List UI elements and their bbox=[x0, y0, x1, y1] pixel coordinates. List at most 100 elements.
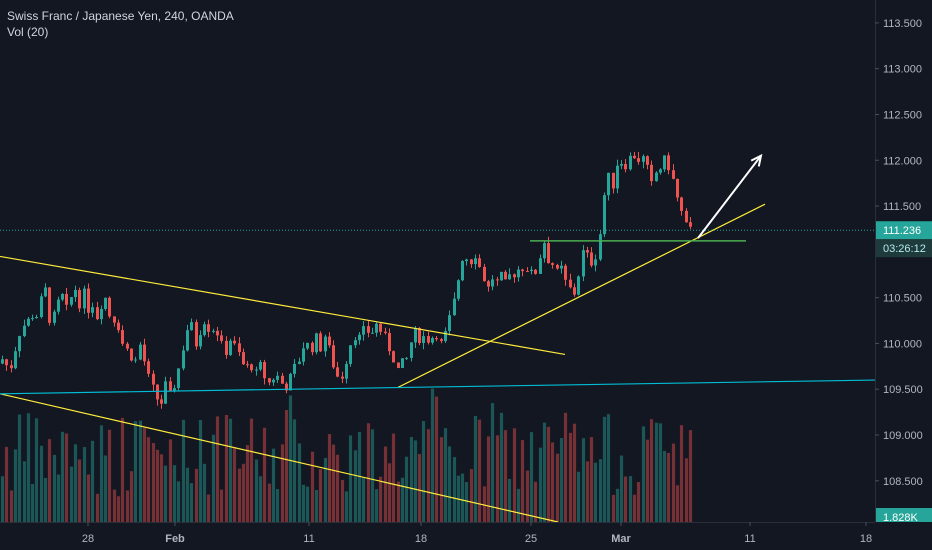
price-tick-label: 113.500 bbox=[883, 18, 922, 30]
volume-bar bbox=[125, 490, 130, 522]
ascending-trendline[interactable] bbox=[397, 203, 766, 388]
volume-bar bbox=[593, 462, 598, 522]
volume-bar bbox=[413, 440, 418, 522]
candle-body bbox=[453, 298, 456, 316]
volume-bar bbox=[469, 469, 474, 522]
candle-body bbox=[225, 340, 228, 355]
candle-body bbox=[345, 363, 348, 379]
candle-body bbox=[659, 169, 662, 173]
time-tick-label: 11 bbox=[744, 533, 755, 545]
volume-bar bbox=[396, 481, 401, 522]
candle-body bbox=[5, 359, 8, 366]
candle-body bbox=[130, 348, 133, 361]
volume-bar bbox=[529, 432, 534, 522]
candle-body bbox=[306, 342, 309, 349]
channel-line[interactable] bbox=[0, 379, 876, 395]
candle-body bbox=[440, 339, 443, 342]
candle-body bbox=[289, 373, 292, 391]
volume-bar bbox=[344, 491, 349, 522]
volume-bar bbox=[60, 431, 65, 522]
candle-body bbox=[53, 311, 56, 323]
symbol-title[interactable]: Swiss Franc / Japanese Yen, 240, OANDA bbox=[7, 9, 234, 23]
volume-bar bbox=[490, 403, 495, 522]
volume-bar bbox=[348, 435, 353, 522]
volume-bar bbox=[417, 454, 422, 522]
price-axis-bg bbox=[875, 0, 932, 550]
drawing-annotations-layer[interactable] bbox=[0, 153, 876, 523]
volume-value-label: 1.828K bbox=[883, 512, 919, 524]
volume-bar bbox=[598, 459, 603, 522]
candle-body bbox=[586, 250, 589, 253]
arrow-line[interactable] bbox=[697, 155, 762, 239]
candle-body bbox=[405, 357, 408, 359]
candle-body bbox=[328, 336, 331, 346]
volume-bar bbox=[675, 485, 680, 522]
descending-trendline[interactable] bbox=[0, 255, 566, 356]
candle-body bbox=[582, 250, 585, 277]
volume-indicator-label[interactable]: Vol (20) bbox=[7, 25, 49, 39]
candle-body bbox=[603, 195, 606, 235]
candle-body bbox=[607, 172, 610, 196]
volume-bar bbox=[146, 437, 151, 522]
candle-body bbox=[560, 265, 563, 269]
candle-body bbox=[392, 351, 395, 363]
candle-body bbox=[556, 264, 559, 269]
volume-bar bbox=[632, 494, 637, 522]
countdown-badge bbox=[876, 239, 932, 258]
volume-bar bbox=[95, 493, 100, 522]
volume-bar bbox=[181, 419, 186, 522]
candle-body bbox=[147, 361, 150, 374]
candle-body bbox=[199, 335, 202, 347]
price-tick-label: 108.500 bbox=[883, 476, 923, 488]
volume-bar bbox=[249, 418, 254, 522]
volume-bar bbox=[645, 439, 650, 522]
candle-body bbox=[14, 351, 17, 369]
candle-body bbox=[517, 269, 520, 278]
volume-bar bbox=[533, 481, 538, 522]
volume-bar bbox=[525, 470, 530, 522]
candle-body bbox=[263, 362, 266, 379]
candle-body bbox=[216, 330, 219, 336]
candle-body bbox=[61, 293, 64, 300]
candle-body bbox=[354, 340, 357, 346]
candle-body bbox=[242, 352, 245, 365]
volume-bar bbox=[615, 488, 620, 522]
time-tick-label: 18 bbox=[860, 533, 872, 545]
current-price-badge bbox=[876, 221, 932, 240]
volume-bar bbox=[52, 454, 57, 522]
candle-body bbox=[48, 287, 51, 323]
volume-bar bbox=[245, 445, 250, 522]
candle-body bbox=[229, 340, 232, 355]
volume-bar bbox=[340, 479, 345, 522]
price-axis[interactable]: 113.500 113.000 112.500 112.000 111.500 110.5… bbox=[875, 0, 932, 550]
time-tick-label: 18 bbox=[415, 533, 427, 545]
volume-bar bbox=[542, 422, 547, 522]
candle-body bbox=[40, 296, 43, 318]
candle-body bbox=[220, 335, 223, 341]
volume-bar bbox=[17, 414, 22, 522]
volume-bar bbox=[477, 419, 482, 522]
lower-trendline[interactable] bbox=[0, 393, 559, 523]
candle-body bbox=[534, 269, 537, 274]
candle-body bbox=[629, 155, 632, 170]
candle-body bbox=[156, 384, 159, 400]
candle-body bbox=[276, 375, 279, 380]
candle-body bbox=[685, 210, 688, 223]
candle-body bbox=[633, 155, 636, 159]
candle-body bbox=[113, 316, 116, 323]
volume-bar bbox=[366, 423, 371, 522]
volume-bar bbox=[452, 457, 457, 522]
candle-body bbox=[169, 381, 172, 391]
candle-body bbox=[255, 369, 258, 371]
volume-bar bbox=[185, 467, 190, 522]
time-axis[interactable]: 28 Feb 11 18 25 Mar 11 18 bbox=[0, 522, 932, 550]
volume-bar bbox=[421, 421, 426, 522]
price-tick-label: 110.000 bbox=[883, 338, 922, 350]
volume-bar bbox=[666, 453, 671, 522]
candle-body bbox=[573, 287, 576, 295]
volume-bar bbox=[464, 481, 469, 522]
current-price-label: 111.236 bbox=[883, 225, 921, 237]
volume-bar bbox=[9, 490, 14, 522]
volume-bar bbox=[434, 396, 439, 522]
